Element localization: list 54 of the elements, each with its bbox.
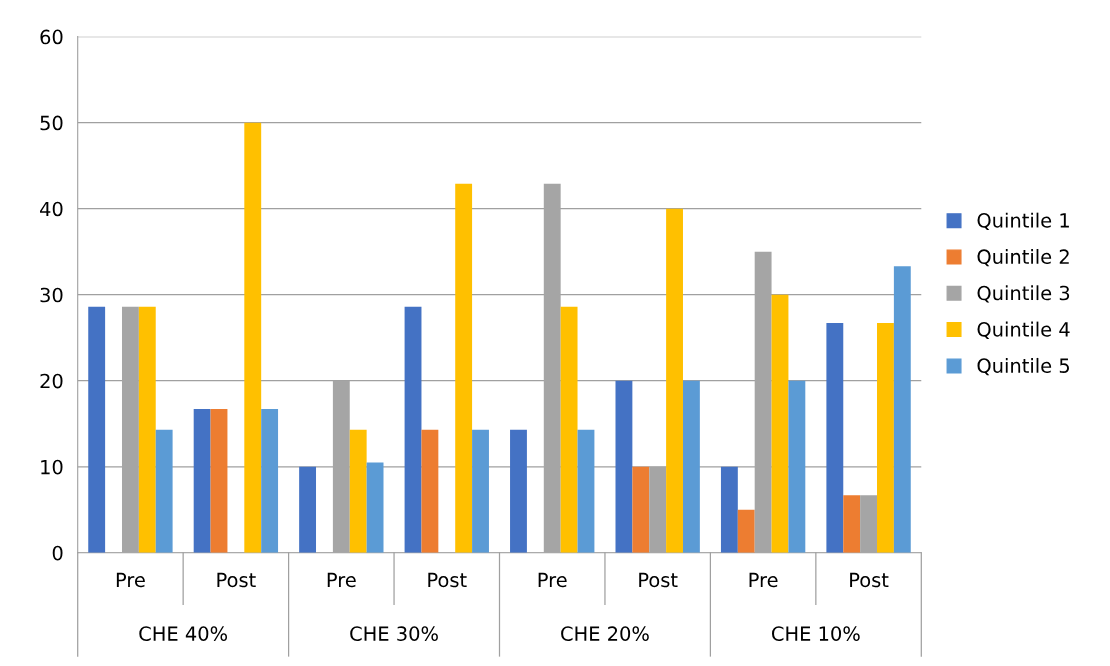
bar (349, 429, 367, 553)
legend-label: Quintile 1 (977, 212, 1069, 230)
bar (632, 466, 650, 553)
bar (421, 429, 439, 553)
legend-label: Quintile 3 (977, 285, 1070, 303)
bar (138, 306, 156, 553)
y-tick-label: 30 (40, 287, 63, 303)
y-tick-label: 60 (40, 29, 63, 45)
text: CHE 10% (772, 626, 860, 642)
bar (860, 495, 878, 553)
bar (893, 266, 911, 553)
x-tick-label: Post (639, 572, 678, 588)
bar (366, 462, 384, 553)
bar (244, 122, 262, 553)
bar (510, 429, 527, 553)
bar (877, 323, 894, 553)
y-tick-label: 10 (41, 459, 63, 475)
bar (666, 208, 683, 553)
bar (88, 306, 106, 553)
bar (210, 409, 228, 553)
bar (615, 380, 633, 553)
y-tick-label: 40 (40, 201, 63, 217)
bar (193, 409, 211, 553)
text: CHE 20% (561, 626, 649, 642)
bar (560, 306, 578, 553)
bar (771, 294, 789, 553)
bar (455, 183, 473, 553)
x-tick-label: Post (850, 572, 889, 588)
y-tick-label: 20 (40, 373, 63, 389)
y-tick-label: 0 (52, 545, 63, 561)
text: CHE 40% (139, 626, 228, 642)
bar (843, 495, 861, 553)
bar (299, 466, 317, 553)
x-tick-label: Pre (327, 572, 356, 588)
text: CHE 30% (350, 626, 438, 642)
bar (788, 380, 806, 553)
legend-label: Quintile 2 (977, 248, 1069, 267)
legend-label: Quintile 5 (977, 357, 1069, 376)
x-tick-label: Pre (538, 572, 567, 588)
x-tick-label: Pre (749, 572, 778, 588)
bar (720, 466, 738, 553)
bar (404, 306, 422, 553)
bar (737, 509, 755, 553)
bar (682, 380, 700, 553)
bar (261, 409, 279, 553)
bar (155, 429, 173, 553)
x-tick-label: Pre (116, 572, 145, 588)
bar (472, 429, 489, 553)
legend-label: Quintile 4 (977, 321, 1070, 339)
bar (826, 323, 844, 553)
x-tick-label: Post (217, 572, 256, 588)
bar (577, 429, 595, 553)
x-tick-label: Post (428, 572, 467, 588)
y-tick-label: 50 (40, 115, 63, 131)
